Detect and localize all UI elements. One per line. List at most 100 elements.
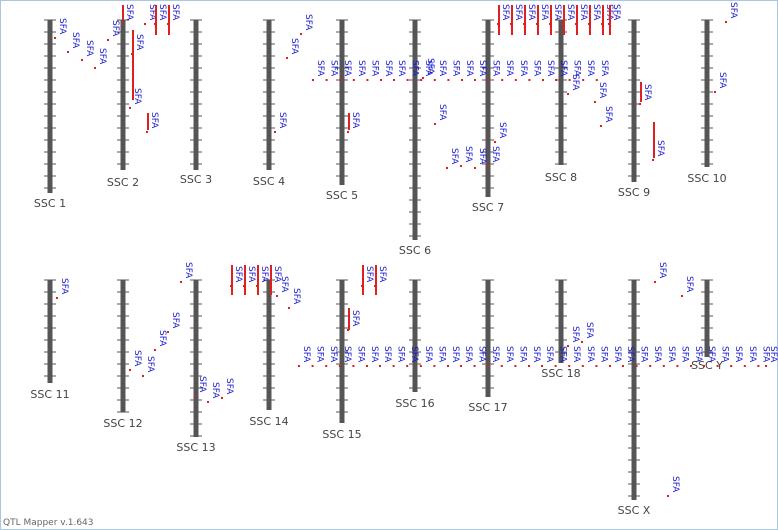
qtl-marker xyxy=(352,79,355,81)
chromosome-label: SSC 1 xyxy=(34,197,66,210)
qtl-label: SFA xyxy=(315,346,325,363)
qtl-marker xyxy=(131,53,133,55)
qtl-marker xyxy=(274,131,276,133)
qtl-marker xyxy=(81,59,83,61)
qtl-marker xyxy=(588,23,590,25)
qtl-label: SFA xyxy=(657,262,667,279)
qtl-marker xyxy=(474,167,476,169)
qtl-marker xyxy=(269,285,271,287)
qtl-marker xyxy=(500,365,503,367)
chromosome-label: SSC 6 xyxy=(399,244,431,257)
qtl-marker xyxy=(562,23,564,25)
qtl-marker xyxy=(600,125,602,127)
qtl-marker xyxy=(154,23,156,25)
qtl-label: SFA xyxy=(110,20,120,37)
qtl-label: SFA xyxy=(539,4,549,21)
qtl-marker xyxy=(230,285,232,287)
qtl-marker xyxy=(460,165,462,167)
qtl-label: SFA xyxy=(210,382,220,399)
footer: QTL Mapper v.1.643 xyxy=(3,518,94,528)
qtl-marker xyxy=(142,375,144,377)
qtl-marker xyxy=(676,365,679,367)
qtl-marker xyxy=(667,495,669,497)
qtl-marker xyxy=(221,397,223,399)
qtl-label: SFA xyxy=(599,60,609,77)
qtl-marker xyxy=(361,285,363,287)
qtl-label: SFA xyxy=(301,346,311,363)
qtl-marker xyxy=(144,23,146,25)
qtl-marker xyxy=(714,91,716,93)
qtl-marker xyxy=(461,79,463,81)
qtl-marker xyxy=(312,79,314,81)
qtl-label: SFA xyxy=(598,346,608,363)
qtl-label: SFA xyxy=(410,60,420,77)
qtl-label: SFA xyxy=(603,106,613,123)
qtl-marker xyxy=(635,365,638,367)
qtl-label: SFA xyxy=(436,346,446,363)
qtl-label: SFA xyxy=(84,40,94,57)
qtl-marker xyxy=(703,365,705,367)
qtl-marker xyxy=(374,285,376,287)
qtl-label: SFA xyxy=(149,112,159,129)
chromosome-label: SSC 18 xyxy=(541,367,580,380)
qtl-marker xyxy=(433,79,436,81)
qtl-label: SFA xyxy=(329,60,339,77)
qtl-marker xyxy=(662,365,665,367)
qtl-label: SFA xyxy=(425,58,435,75)
qtl-marker xyxy=(366,79,369,81)
qtl-label: SFA xyxy=(526,4,536,21)
qtl-label: SFA xyxy=(517,346,527,363)
qtl-marker xyxy=(681,295,683,297)
qtl-label: SFA xyxy=(170,4,180,21)
qtl-label: SFA xyxy=(570,74,580,91)
qtl-marker xyxy=(473,365,476,367)
qtl-label: SFA xyxy=(70,32,80,49)
qtl-marker xyxy=(497,23,499,25)
qtl-marker xyxy=(56,297,58,299)
qtl-marker xyxy=(487,79,490,81)
qtl-marker xyxy=(67,51,69,53)
qtl-marker xyxy=(325,365,328,367)
qtl-marker xyxy=(510,23,512,25)
qtl-label: SFA xyxy=(572,60,582,77)
qtl-label: SFA xyxy=(625,346,635,363)
qtl-marker xyxy=(575,23,577,25)
qtl-label: SFA xyxy=(513,4,523,21)
qtl-marker xyxy=(528,365,530,367)
qtl-marker xyxy=(523,23,525,25)
chromosome-label: SSC 3 xyxy=(180,173,212,186)
qtl-marker xyxy=(392,365,395,367)
qtl-label: SFA xyxy=(666,346,676,363)
qtl-marker xyxy=(595,365,598,367)
qtl-marker xyxy=(690,365,692,367)
chromosome-label: SSC 10 xyxy=(687,172,726,185)
qtl-marker xyxy=(765,365,767,367)
qtl-label: SFA xyxy=(383,60,393,77)
qtl-label: SFA xyxy=(450,346,460,363)
qtl-marker xyxy=(487,165,489,167)
qtl-label: SFA xyxy=(132,350,142,367)
qtl-label: SFA xyxy=(132,88,142,105)
qtl-marker xyxy=(347,131,349,133)
qtl-marker xyxy=(542,79,544,81)
qtl-label: SFA xyxy=(233,266,243,283)
qtl-marker xyxy=(649,365,652,367)
qtl-label: SFA xyxy=(396,60,406,77)
qtl-marker xyxy=(420,79,423,81)
qtl-label: SFA xyxy=(768,346,778,363)
qtl-marker xyxy=(194,395,196,397)
qtl-marker xyxy=(568,365,571,367)
qtl-marker xyxy=(419,365,422,367)
qtl-marker xyxy=(757,365,760,367)
qtl-label: SFA xyxy=(259,266,269,283)
qtl-label: SFA xyxy=(224,378,234,395)
qtl-label: SFA xyxy=(463,146,473,163)
qtl-marker xyxy=(352,365,355,367)
qtl-label: SFA xyxy=(342,60,352,77)
qtl-label: SFA xyxy=(449,148,459,165)
qtl-label: SFA xyxy=(450,60,460,77)
qtl-label: SFA xyxy=(350,310,360,327)
qtl-label: SFA xyxy=(747,346,757,363)
qtl-label: SFA xyxy=(655,140,665,157)
